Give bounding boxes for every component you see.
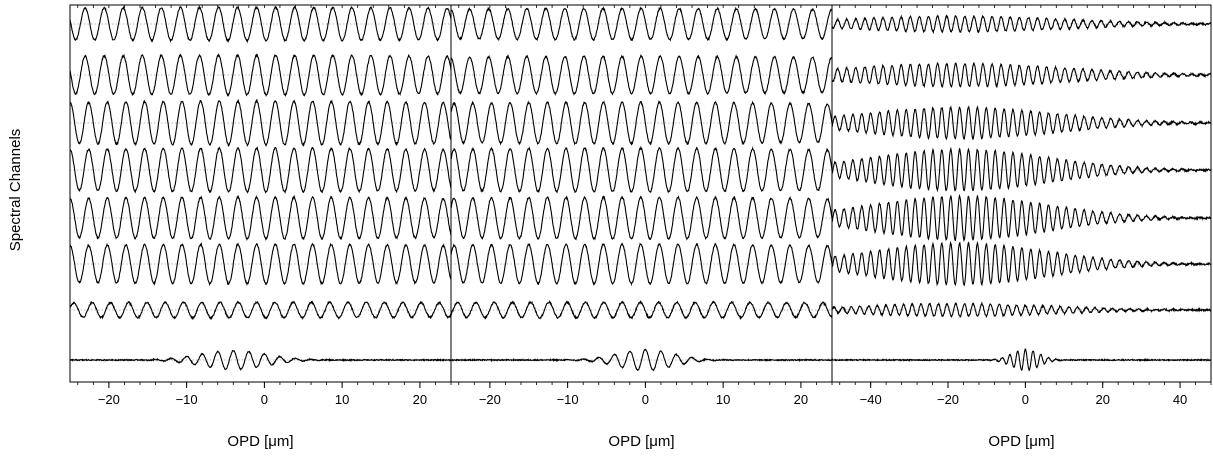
panel-3-channel-5-trace <box>831 193 1212 243</box>
panel-3-frame <box>831 4 1212 383</box>
panel-1-channel-8-trace <box>69 349 452 372</box>
panel-3-x-axis-title: OPD [μm] <box>988 433 1054 450</box>
panel-1-channel-7-trace <box>69 300 452 321</box>
panel-1-frame <box>69 4 452 383</box>
panel-3-tick-label: −40 <box>860 392 882 407</box>
panel-1-tick-label: −20 <box>98 392 120 407</box>
panel-3-channel-4-trace <box>831 146 1212 193</box>
panel-3-channel-8-trace <box>831 348 1212 372</box>
panel-2-tick-label: −20 <box>479 392 501 407</box>
panel-3-channel-1-trace <box>831 14 1212 35</box>
panel-2-channel-5-trace <box>450 195 833 241</box>
panel-3: −40 −20 0 20 40 OPD [μm] <box>831 4 1212 450</box>
panel-3-tick-label: 40 <box>1173 392 1187 407</box>
panel-3-tick-label: 0 <box>1022 392 1029 407</box>
panel-3-channel-2-trace <box>831 61 1212 89</box>
panel-1-channel-4-trace <box>69 146 452 195</box>
panel-3-tick-label: 20 <box>1095 392 1109 407</box>
panel-3-channel-7-trace <box>831 301 1212 319</box>
panel-3-tick-label: −20 <box>937 392 959 407</box>
panel-2-channel-1-trace <box>450 6 833 42</box>
panel-2-channel-4-trace <box>450 145 833 194</box>
panel-1-channel-5-trace <box>69 194 452 241</box>
panel-2-tick-label: 10 <box>716 392 730 407</box>
panel-2-tick-label: 0 <box>642 392 649 407</box>
panel-2-frame <box>450 4 833 383</box>
panel-1: −20 −10 0 10 20 OPD [μm] <box>69 4 452 450</box>
panel-2-channel-8-trace <box>450 348 833 372</box>
panel-2: −20 −10 0 10 20 OPD [μm] <box>450 4 833 450</box>
panel-1-channel-1-trace <box>69 5 452 44</box>
panel-2-tick-label: 20 <box>794 392 808 407</box>
panel-2-tick-label: −10 <box>557 392 579 407</box>
panel-3-channel-3-trace <box>831 105 1212 141</box>
panel-3-channel-6-trace <box>831 240 1212 287</box>
panel-1-tick-label: 20 <box>413 392 427 407</box>
panel-1-channel-2-trace <box>69 53 452 98</box>
panel-2-channel-2-trace <box>450 53 833 97</box>
panel-1-channel-6-trace <box>69 242 452 287</box>
panel-1-channel-3-trace <box>69 98 452 148</box>
y-axis-title: Spectral Channels <box>7 129 24 252</box>
panel-1-x-axis-title: OPD [μm] <box>227 433 293 450</box>
panel-1-tick-label: 0 <box>261 392 268 407</box>
panel-1-tick-label: −10 <box>176 392 198 407</box>
panel-2-channel-3-trace <box>450 100 833 146</box>
panel-2-x-axis-title: OPD [μm] <box>608 433 674 450</box>
panel-2-channel-6-trace <box>450 242 833 287</box>
panel-1-tick-label: 10 <box>335 392 349 407</box>
panel-2-channel-7-trace <box>450 299 833 320</box>
